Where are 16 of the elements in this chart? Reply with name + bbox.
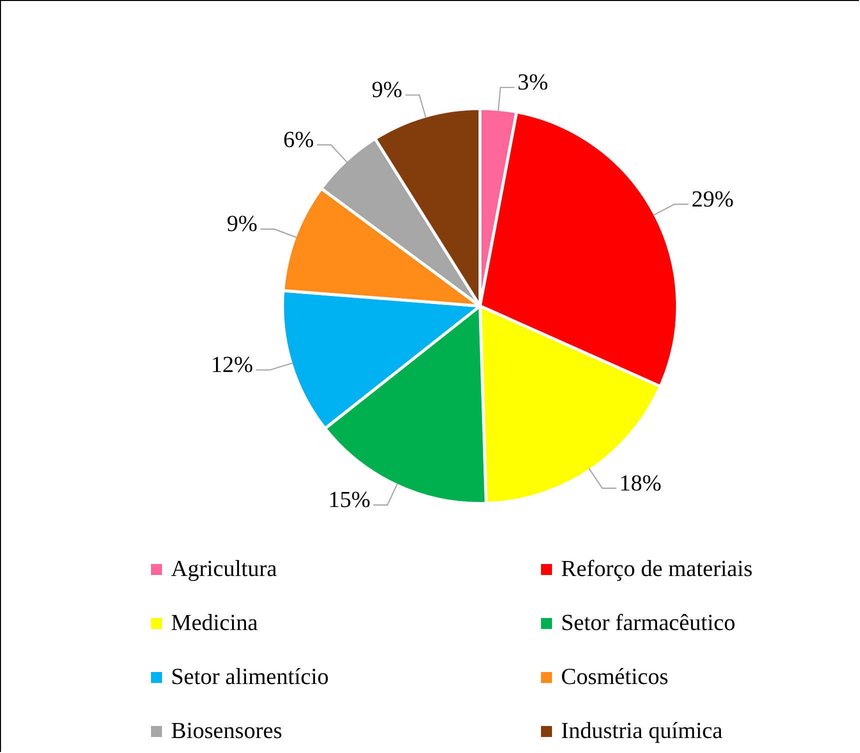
data-label: 6% <box>283 126 314 152</box>
data-label: 18% <box>619 470 662 496</box>
legend-label: Setor farmacêutico <box>561 610 736 636</box>
legend-label: Industria química <box>561 718 723 744</box>
legend-label: Setor alimentício <box>171 664 329 690</box>
legend-label: Reforço de materiais <box>561 556 753 582</box>
legend-label: Biosensores <box>171 718 282 744</box>
data-label: 12% <box>210 352 254 377</box>
legend-label: Cosméticos <box>561 664 668 690</box>
legend-label: Agricultura <box>171 556 278 582</box>
data-label: 9% <box>226 211 258 236</box>
data-label: 9% <box>372 77 402 102</box>
data-label: 3% <box>517 70 548 94</box>
data-label: 15% <box>328 487 370 512</box>
legend-label: Medicina <box>171 610 258 636</box>
data-label: 29% <box>691 186 734 212</box>
